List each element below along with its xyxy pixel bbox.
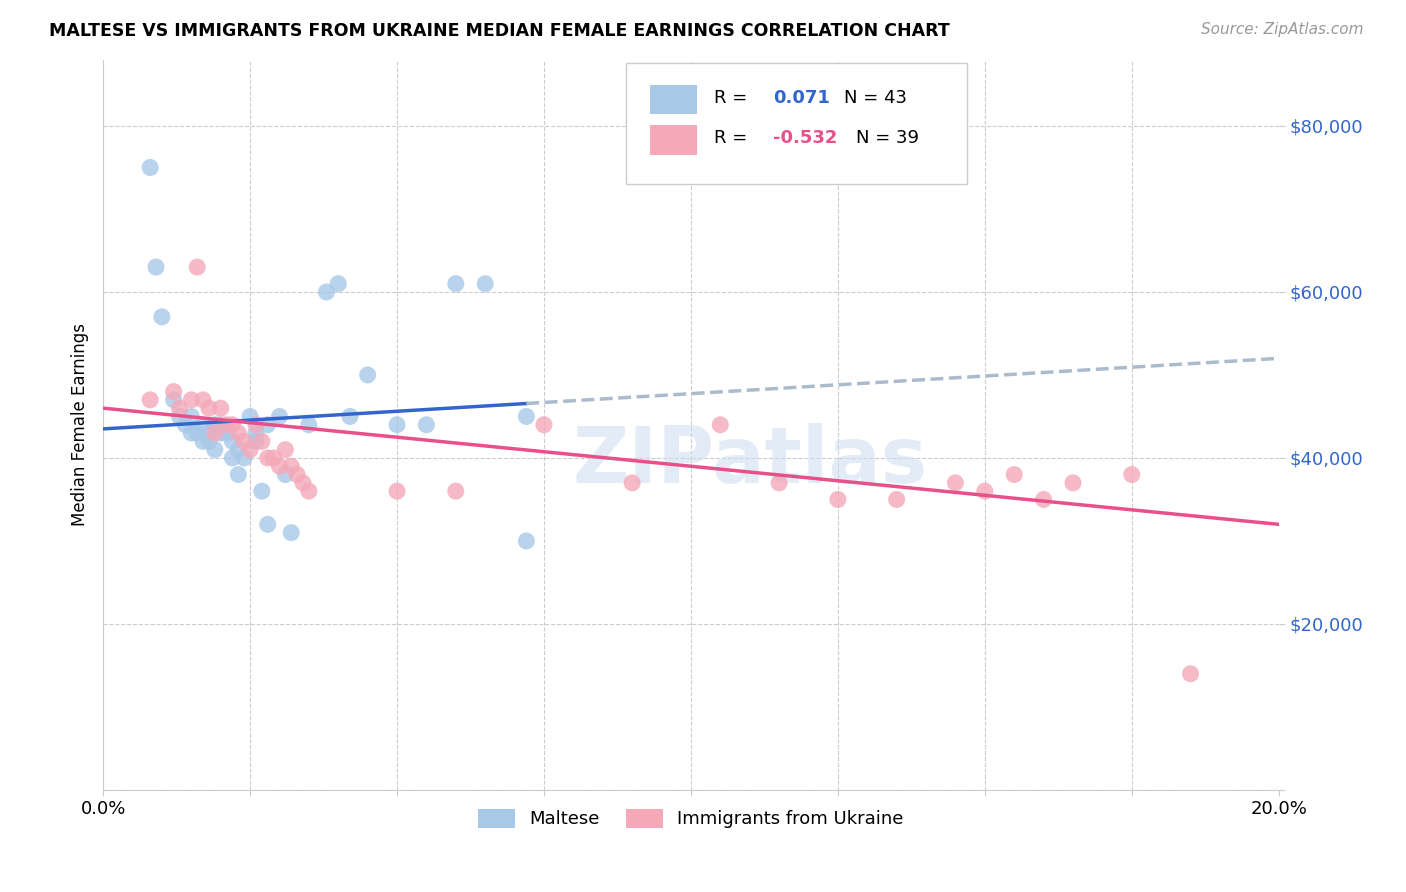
Point <box>709 417 731 432</box>
Point <box>415 417 437 432</box>
Point <box>145 260 167 274</box>
Text: ZIPatlas: ZIPatlas <box>572 424 927 500</box>
Point <box>298 484 321 499</box>
Point <box>198 425 221 440</box>
Point <box>298 417 321 432</box>
Point <box>285 467 308 482</box>
Point <box>139 392 162 407</box>
Point <box>228 425 250 440</box>
Point <box>245 434 267 449</box>
Point <box>274 467 297 482</box>
Point <box>139 161 162 175</box>
Point <box>163 384 186 399</box>
Point <box>269 409 291 424</box>
Point <box>204 442 226 457</box>
Point <box>215 425 238 440</box>
Y-axis label: Median Female Earnings: Median Female Earnings <box>72 323 89 526</box>
Text: N = 43: N = 43 <box>844 89 907 107</box>
Point <box>256 417 278 432</box>
Point <box>250 484 273 499</box>
Point <box>150 310 173 324</box>
FancyBboxPatch shape <box>650 85 697 114</box>
Point <box>328 277 350 291</box>
Point <box>186 260 208 274</box>
Point <box>180 425 202 440</box>
Point <box>444 484 467 499</box>
Point <box>186 425 208 440</box>
Point <box>768 475 790 490</box>
Legend: Maltese, Immigrants from Ukraine: Maltese, Immigrants from Ukraine <box>471 802 911 836</box>
Point <box>169 409 191 424</box>
Point <box>198 434 221 449</box>
Point <box>827 492 849 507</box>
FancyBboxPatch shape <box>626 63 967 184</box>
Point <box>291 475 314 490</box>
Point <box>228 442 250 457</box>
Point <box>228 467 250 482</box>
Point <box>191 434 214 449</box>
Point <box>385 417 408 432</box>
Point <box>444 277 467 291</box>
Text: Source: ZipAtlas.com: Source: ZipAtlas.com <box>1201 22 1364 37</box>
Point <box>180 392 202 407</box>
Point <box>209 425 232 440</box>
Point <box>174 417 197 432</box>
Text: N = 39: N = 39 <box>855 129 918 147</box>
Point <box>973 484 995 499</box>
Point <box>239 442 262 457</box>
Point <box>198 401 221 416</box>
Text: -0.532: -0.532 <box>773 129 838 147</box>
Point <box>515 409 537 424</box>
Point <box>245 417 267 432</box>
Point <box>621 475 644 490</box>
Point <box>221 417 243 432</box>
Point <box>169 401 191 416</box>
Point <box>356 368 378 382</box>
Point <box>221 450 243 465</box>
Point <box>209 417 232 432</box>
Point <box>886 492 908 507</box>
Point <box>280 525 302 540</box>
Point <box>1062 475 1084 490</box>
Point <box>1121 467 1143 482</box>
Point <box>945 475 967 490</box>
Point <box>221 434 243 449</box>
Text: R =: R = <box>714 129 754 147</box>
Point <box>180 409 202 424</box>
Text: MALTESE VS IMMIGRANTS FROM UKRAINE MEDIAN FEMALE EARNINGS CORRELATION CHART: MALTESE VS IMMIGRANTS FROM UKRAINE MEDIA… <box>49 22 950 40</box>
Point <box>191 417 214 432</box>
Point <box>274 442 297 457</box>
Text: 0.071: 0.071 <box>773 89 830 107</box>
Point <box>204 417 226 432</box>
Point <box>1032 492 1054 507</box>
Point <box>204 425 226 440</box>
Point <box>250 434 273 449</box>
Point <box>1002 467 1025 482</box>
Text: R =: R = <box>714 89 754 107</box>
Point <box>163 392 186 407</box>
Point <box>385 484 408 499</box>
Point <box>239 409 262 424</box>
Point <box>215 417 238 432</box>
Point <box>339 409 361 424</box>
Point <box>256 450 278 465</box>
FancyBboxPatch shape <box>650 126 697 154</box>
Point <box>233 434 256 449</box>
Point <box>245 425 267 440</box>
Point <box>191 392 214 407</box>
Point <box>533 417 555 432</box>
Point <box>256 517 278 532</box>
Point <box>280 459 302 474</box>
Point <box>209 401 232 416</box>
Point <box>515 533 537 548</box>
Point <box>269 459 291 474</box>
Point <box>263 450 285 465</box>
Point <box>233 450 256 465</box>
Point <box>1180 666 1202 681</box>
Point <box>315 285 337 299</box>
Point <box>474 277 496 291</box>
